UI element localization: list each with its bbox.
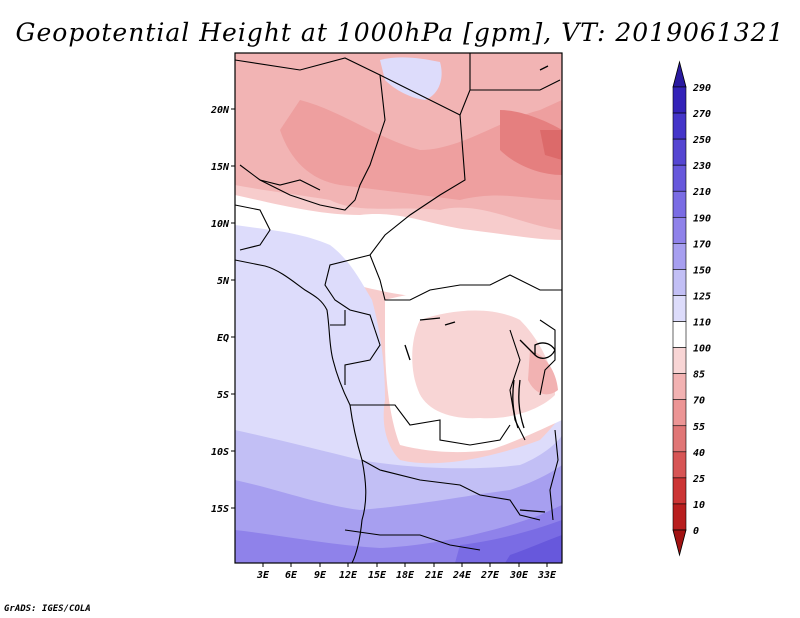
colorbar-label: 40 <box>693 448 705 459</box>
colorbar-label: 10 <box>693 500 705 511</box>
colorbar-label: 55 <box>693 422 705 433</box>
lon-tick-label: 9E <box>314 570 327 581</box>
colorbar-label: 190 <box>693 213 711 224</box>
lat-tick-label: EQ <box>217 333 229 344</box>
lon-tick-label: 12E <box>339 570 358 581</box>
colorbar-segment <box>672 138 687 166</box>
colorbar-segment <box>672 243 687 270</box>
lat-tick-label: 5S <box>217 390 229 401</box>
colorbar-segment <box>672 373 687 401</box>
colorbar-segment <box>672 86 687 114</box>
colorbar-label: 150 <box>693 265 711 276</box>
colorbar-label: 0 <box>693 526 699 537</box>
colorbar-label: 25 <box>692 474 705 485</box>
colorbar-label: 110 <box>693 318 711 329</box>
chart-title: Geopotential Height at 1000hPa [gpm], VT… <box>15 18 785 47</box>
colorbar-segment <box>672 425 687 453</box>
colorbar-label: 70 <box>693 396 705 407</box>
colorbar-segment <box>672 295 687 322</box>
colorbar-label: 250 <box>692 135 711 146</box>
colorbar-segment <box>672 477 687 505</box>
lat-tick-label: 15N <box>211 162 230 173</box>
lon-tick-label: 27E <box>480 570 500 581</box>
colorbar-label: 270 <box>692 109 711 120</box>
lat-axis: 20N 15N 10N 5N EQ 5S 10S 15S <box>210 105 235 515</box>
colorbar-segment <box>672 399 687 427</box>
lon-tick-label: 24E <box>452 570 472 581</box>
lat-tick-label: 15S <box>211 504 229 515</box>
colorbar-label: 85 <box>693 370 705 381</box>
lat-tick-label: 10N <box>211 219 230 230</box>
colorbar-label: 210 <box>692 187 711 198</box>
colorbar-segment <box>672 451 687 479</box>
lon-tick-label: 30E <box>509 570 529 581</box>
colorbar-label: 170 <box>693 239 711 250</box>
map-field <box>235 53 562 563</box>
lat-tick-label: 20N <box>210 105 230 116</box>
colorbar-bottom-arrow <box>672 529 687 557</box>
credit-text: GrADS: IGES/COLA <box>4 604 91 614</box>
lat-tick-label: 10S <box>211 447 229 458</box>
colorbar-segment <box>672 269 687 296</box>
lon-tick-label: 15E <box>368 570 387 581</box>
colorbar-segment <box>672 190 687 218</box>
lon-tick-label: 33E <box>537 570 557 581</box>
colorbar-segment <box>672 503 687 531</box>
colorbar-label: 100 <box>693 344 711 355</box>
lon-tick-label: 21E <box>424 570 444 581</box>
colorbar: 2902702502302101901701501251101008570554… <box>672 60 711 557</box>
colorbar-top-arrow <box>672 60 687 88</box>
colorbar-segment <box>672 164 687 192</box>
colorbar-label: 290 <box>692 83 711 94</box>
colorbar-segment <box>672 347 687 374</box>
lon-tick-label: 6E <box>285 570 298 581</box>
lon-tick-label: 3E <box>256 570 270 581</box>
colorbar-label: 125 <box>693 291 711 302</box>
lon-tick-label: 18E <box>396 570 415 581</box>
colorbar-segment <box>672 112 687 140</box>
colorbar-segment <box>672 321 687 348</box>
lat-tick-label: 5N <box>217 276 230 287</box>
colorbar-label: 230 <box>692 161 711 172</box>
map-frame <box>234 52 563 564</box>
colorbar-segment <box>672 216 687 244</box>
lon-axis: 3E 6E 9E 12E 15E 18E 21E 24E 27E 30E 33E <box>256 563 557 581</box>
